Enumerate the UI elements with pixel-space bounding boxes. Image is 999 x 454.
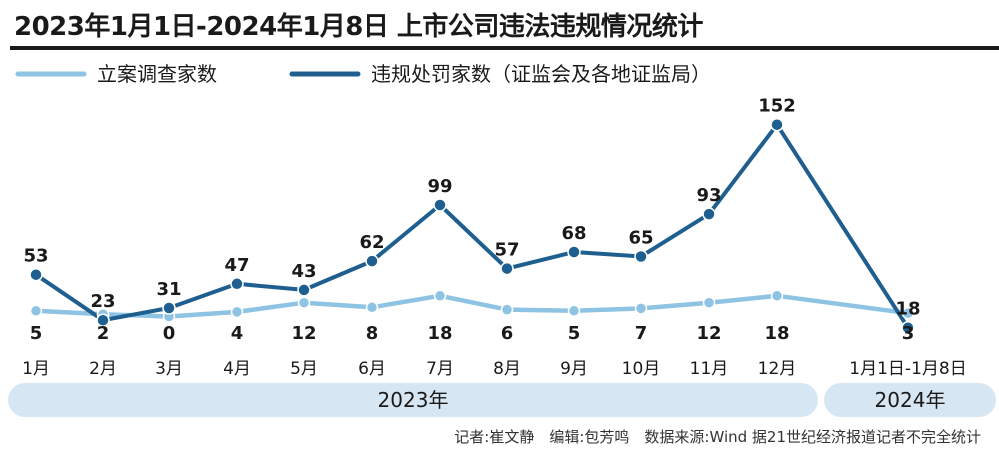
chart-title: 2023年1月1日-2024年1月8日 上市公司违法违规情况统计 [14, 12, 703, 42]
x-tick-label-7: 7月 [426, 359, 454, 379]
x-tick-label-12: 12月 [758, 359, 797, 379]
series-1-point-11 [702, 296, 716, 309]
series-2-point-3 [162, 301, 176, 315]
x-tick-label-1: 1月 [22, 359, 50, 379]
series-1-point-10 [634, 302, 648, 315]
series-1-point-7 [433, 289, 447, 303]
x-tick-label-13: 1月1日-1月8日 [849, 359, 966, 379]
x-tick-label-9: 9月 [560, 359, 588, 379]
series-2-point-12 [770, 117, 784, 132]
series-1-point-4 [230, 305, 244, 319]
series-points [29, 117, 915, 335]
series-1-point-12 [770, 289, 784, 303]
legend-label-1: 立案调查家数 [97, 62, 217, 86]
series-2-point-9 [567, 245, 581, 259]
series-2-label-8: 57 [494, 240, 519, 261]
series-2-label-3: 31 [156, 279, 181, 300]
series-2-point-11 [702, 207, 716, 221]
series-1-point-1 [29, 304, 43, 318]
series-2-point-6 [365, 254, 379, 268]
series-1-label-3: 0 [163, 323, 176, 344]
series-1-label-1: 5 [30, 323, 43, 344]
series-1-label-10: 7 [635, 323, 648, 344]
series-2-point-7 [433, 198, 447, 212]
series-1-label-2: 2 [97, 323, 110, 344]
x-tick-label-8: 8月 [493, 359, 521, 379]
x-tick-label-3: 3月 [155, 359, 183, 379]
series-1-label-9: 5 [568, 323, 581, 344]
x-tick-label-4: 4月 [223, 359, 251, 379]
series-2-label-13: 18 [895, 299, 920, 320]
series-2-point-13 [901, 320, 915, 335]
series-2-point-2 [96, 313, 110, 327]
x-axis-ticks: 1月 2月 3月 4月 5月 6月 7月 8月 9月 10月 11月 12月 1月1日-1月8日 [22, 359, 967, 379]
series-1-label-11: 12 [696, 323, 721, 344]
series-1-point-5 [297, 296, 311, 309]
series-2-label-1: 53 [23, 246, 48, 267]
x-tick-label-6: 6月 [358, 359, 386, 379]
x-tick-label-10: 10月 [622, 359, 661, 379]
series-1-label-8: 6 [501, 323, 514, 344]
series-1-label-4: 4 [231, 323, 244, 344]
year-band-1 [8, 383, 818, 417]
series-1-point-6 [365, 301, 379, 314]
legend: 立案调查家数 违规处罚家数（证监会及各地证监局） [15, 62, 711, 86]
legend-label-2: 违规处罚家数（证监会及各地证监局） [371, 62, 711, 86]
series-2-label-10: 65 [628, 228, 653, 249]
series-2-label-11: 93 [696, 185, 721, 206]
series-1-label-7: 18 [427, 323, 452, 344]
series-2-point-8 [500, 261, 514, 276]
series-1-label-13: 3 [902, 323, 915, 344]
source-note: 记者:崔文静 编辑:包芳鸣 数据来源:Wind 据21世纪经济报道记者不完全统计 [454, 428, 981, 446]
series-2-label-2: 23 [90, 291, 115, 312]
series-1-point-8 [500, 303, 514, 316]
series-1-label-5: 12 [291, 323, 316, 344]
title-rule [10, 46, 999, 50]
year-band-2 [824, 383, 996, 417]
year-label-2: 2024年 [875, 388, 946, 412]
series-1-label-6: 8 [366, 323, 379, 344]
series-2-label-6: 62 [359, 232, 384, 253]
series-2-point-4 [230, 277, 244, 291]
series-1-point-9 [567, 304, 581, 318]
series-2-label-5: 43 [291, 261, 316, 282]
series-2-point-10 [634, 249, 648, 264]
year-label-1: 2023年 [378, 388, 449, 412]
series-2-label-7: 99 [427, 176, 452, 197]
year-band: 2023年 2024年 [8, 383, 996, 417]
x-tick-label-5: 5月 [290, 359, 318, 379]
series-2-label-12: 152 [758, 96, 796, 117]
series-1-label-12: 18 [764, 323, 789, 344]
series-2-point-1 [29, 267, 43, 282]
series-1-point-13 [901, 306, 915, 320]
x-tick-label-11: 11月 [690, 359, 729, 379]
series-2-label-9: 68 [561, 223, 586, 244]
series-2-point-5 [297, 283, 311, 297]
series-2-label-4: 47 [224, 255, 249, 276]
x-tick-label-2: 2月 [89, 359, 117, 379]
